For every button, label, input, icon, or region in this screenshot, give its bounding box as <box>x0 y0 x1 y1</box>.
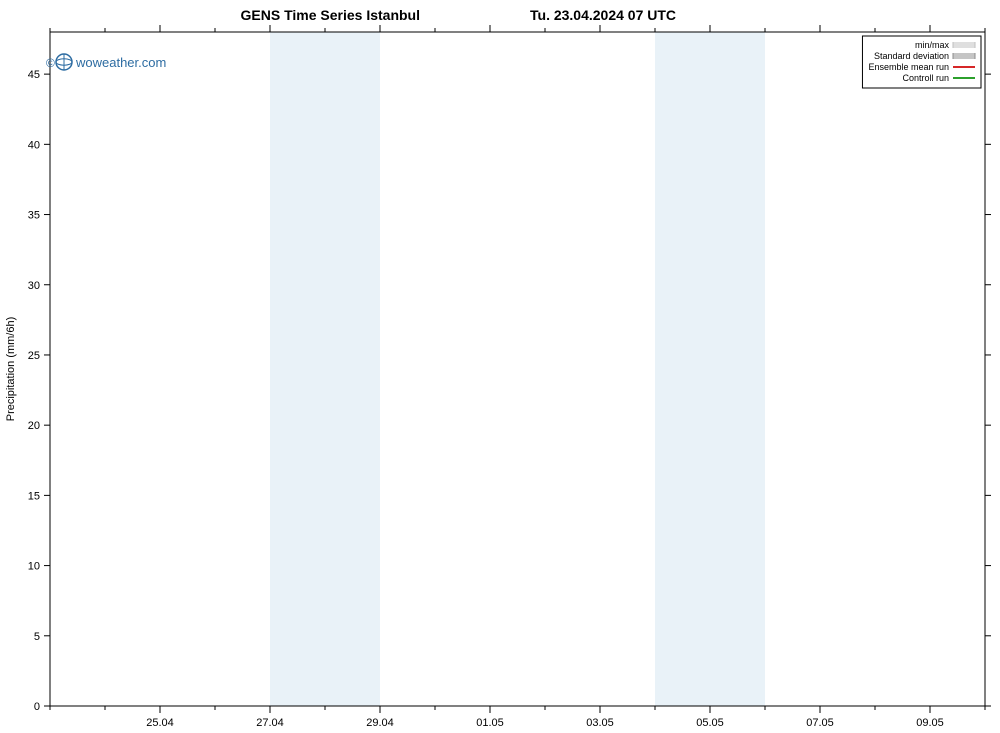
y-tick-label: 10 <box>28 561 40 573</box>
legend-swatch <box>953 42 975 48</box>
title-timestamp: Tu. 23.04.2024 07 UTC <box>530 7 676 23</box>
y-axis-label: Precipitation (mm/6h) <box>5 317 17 422</box>
x-tick-label: 01.05 <box>476 717 504 729</box>
x-tick-label: 27.04 <box>256 717 284 729</box>
weekend-band <box>655 32 765 706</box>
y-tick-label: 25 <box>28 350 40 362</box>
y-tick-label: 45 <box>28 69 40 81</box>
y-tick-label: 0 <box>34 701 40 713</box>
precipitation-chart: 0 5 10 15 20 25 30 35 40 45 25.04 27.04 29.04 01.05 03… <box>0 0 1000 733</box>
legend-label: Ensemble mean run <box>868 62 949 72</box>
y-tick-label: 40 <box>28 139 40 151</box>
x-tick-label: 09.05 <box>916 717 944 729</box>
legend: min/maxStandard deviationEnsemble mean r… <box>862 36 981 88</box>
y-tick-label: 35 <box>28 210 40 222</box>
y-tick-label: 5 <box>34 631 40 643</box>
x-tick-label: 03.05 <box>586 717 614 729</box>
watermark: © woweather.com <box>46 54 166 70</box>
y-tick-label: 15 <box>28 490 40 502</box>
legend-swatch <box>953 53 975 59</box>
copyright-icon: © <box>46 56 55 70</box>
y-tick-label: 30 <box>28 280 40 292</box>
legend-label: min/max <box>915 40 950 50</box>
title-main: GENS Time Series Istanbul <box>241 7 420 23</box>
chart-background <box>0 0 1000 733</box>
legend-label: Controll run <box>902 73 949 83</box>
weekend-band <box>270 32 380 706</box>
x-tick-label: 29.04 <box>366 717 394 729</box>
legend-label: Standard deviation <box>874 51 949 61</box>
y-tick-label: 20 <box>28 420 40 432</box>
watermark-text: woweather.com <box>75 55 166 70</box>
x-tick-label: 25.04 <box>146 717 174 729</box>
x-tick-label: 07.05 <box>806 717 834 729</box>
x-tick-label: 05.05 <box>696 717 724 729</box>
